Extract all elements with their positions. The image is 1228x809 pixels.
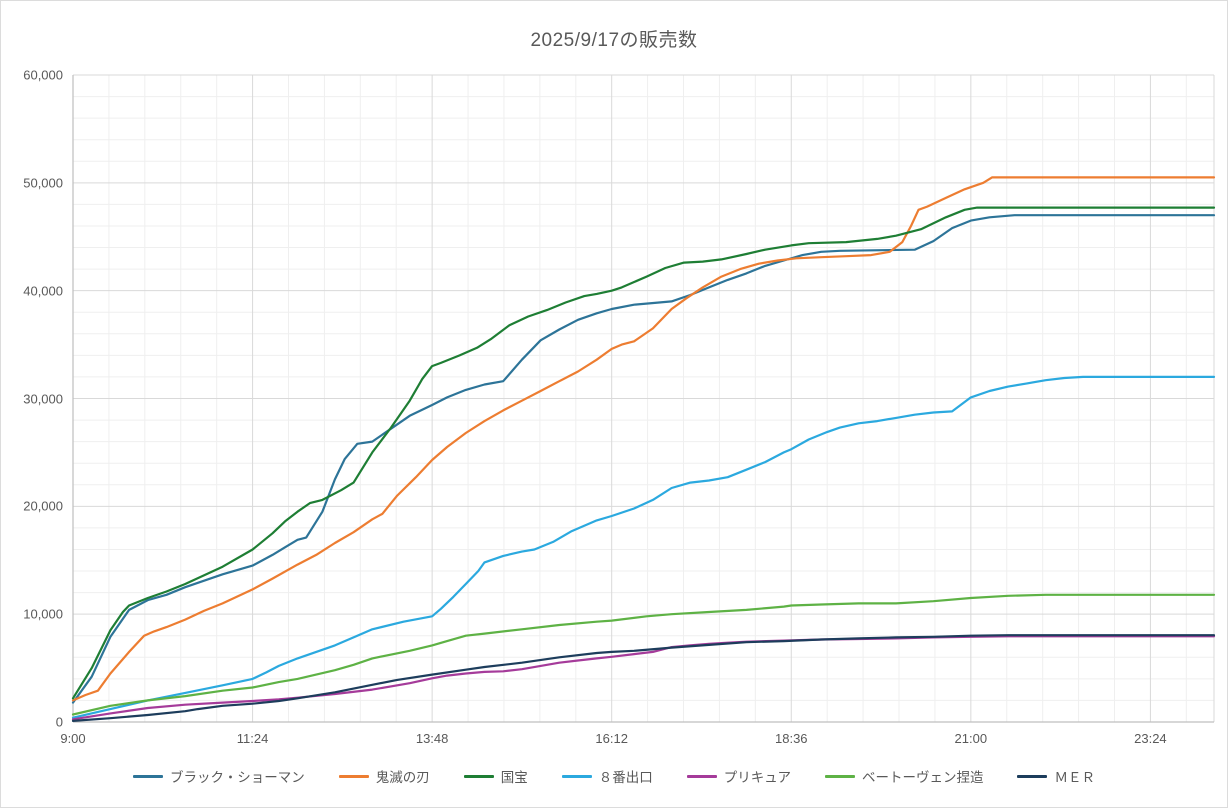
x-tick-label: 11:24 <box>236 731 269 746</box>
x-tick-label: 18:36 <box>774 731 808 746</box>
legend-item: プリキュア <box>686 766 791 786</box>
legend-swatch-icon <box>686 774 717 778</box>
y-tick-label: 50,000 <box>23 175 63 191</box>
legend-item: 鬼滅の刃 <box>338 766 430 786</box>
legend-item: ８番出口 <box>561 766 653 786</box>
legend-item: ベートーヴェン捏造 <box>824 766 984 786</box>
x-tick-label: 13:48 <box>415 731 449 746</box>
y-tick-label: 40,000 <box>23 283 63 299</box>
x-tick-label: 21:00 <box>954 731 988 746</box>
legend-swatch-icon <box>133 774 164 778</box>
y-tick-label: 30,000 <box>23 391 63 406</box>
legend-item: ＭＥＲ <box>1017 766 1095 786</box>
legend-swatch-icon <box>338 774 369 778</box>
legend-item: ブラック・ショーマン <box>133 766 305 786</box>
legend-swatch-icon <box>561 774 592 778</box>
legend-swatch-icon <box>1017 774 1048 778</box>
y-tick-label: 60,000 <box>23 67 63 83</box>
series-line-4 <box>71 375 1216 719</box>
y-tick-label: 0 <box>55 714 63 730</box>
legend-label: 国宝 <box>500 770 528 785</box>
series-line-1 <box>71 214 1216 704</box>
legend-swatch-icon <box>463 774 494 778</box>
chart-legend: ブラック・ショーマン 鬼滅の刃 国宝 ８番出口 プリキュア ベートーヴェン捏造 ＭＥＲ <box>1 766 1227 786</box>
x-tick-label: 16:12 <box>595 731 628 746</box>
series-line-2 <box>71 176 1216 702</box>
x-tick-label: 23:24 <box>1134 731 1167 746</box>
legend-label: ＭＥＲ <box>1054 770 1095 785</box>
x-tick-label: 9:00 <box>60 731 86 746</box>
y-tick-label: 10,000 <box>23 606 63 622</box>
legend-item: 国宝 <box>463 766 528 786</box>
legend-label: プリキュア <box>723 770 791 785</box>
chart-title: 2025/9/17の販売数 <box>530 30 698 51</box>
legend-label: ブラック・ショーマン <box>170 770 305 785</box>
y-tick-label: 20,000 <box>23 498 63 514</box>
legend-label: ８番出口 <box>598 770 653 785</box>
series-line-6 <box>71 593 1216 716</box>
series-line-3 <box>71 206 1216 700</box>
legend-swatch-icon <box>824 774 855 778</box>
legend-label: ベートーヴェン捏造 <box>861 770 984 785</box>
series-line-7 <box>71 634 1216 723</box>
legend-label: 鬼滅の刃 <box>375 770 430 785</box>
